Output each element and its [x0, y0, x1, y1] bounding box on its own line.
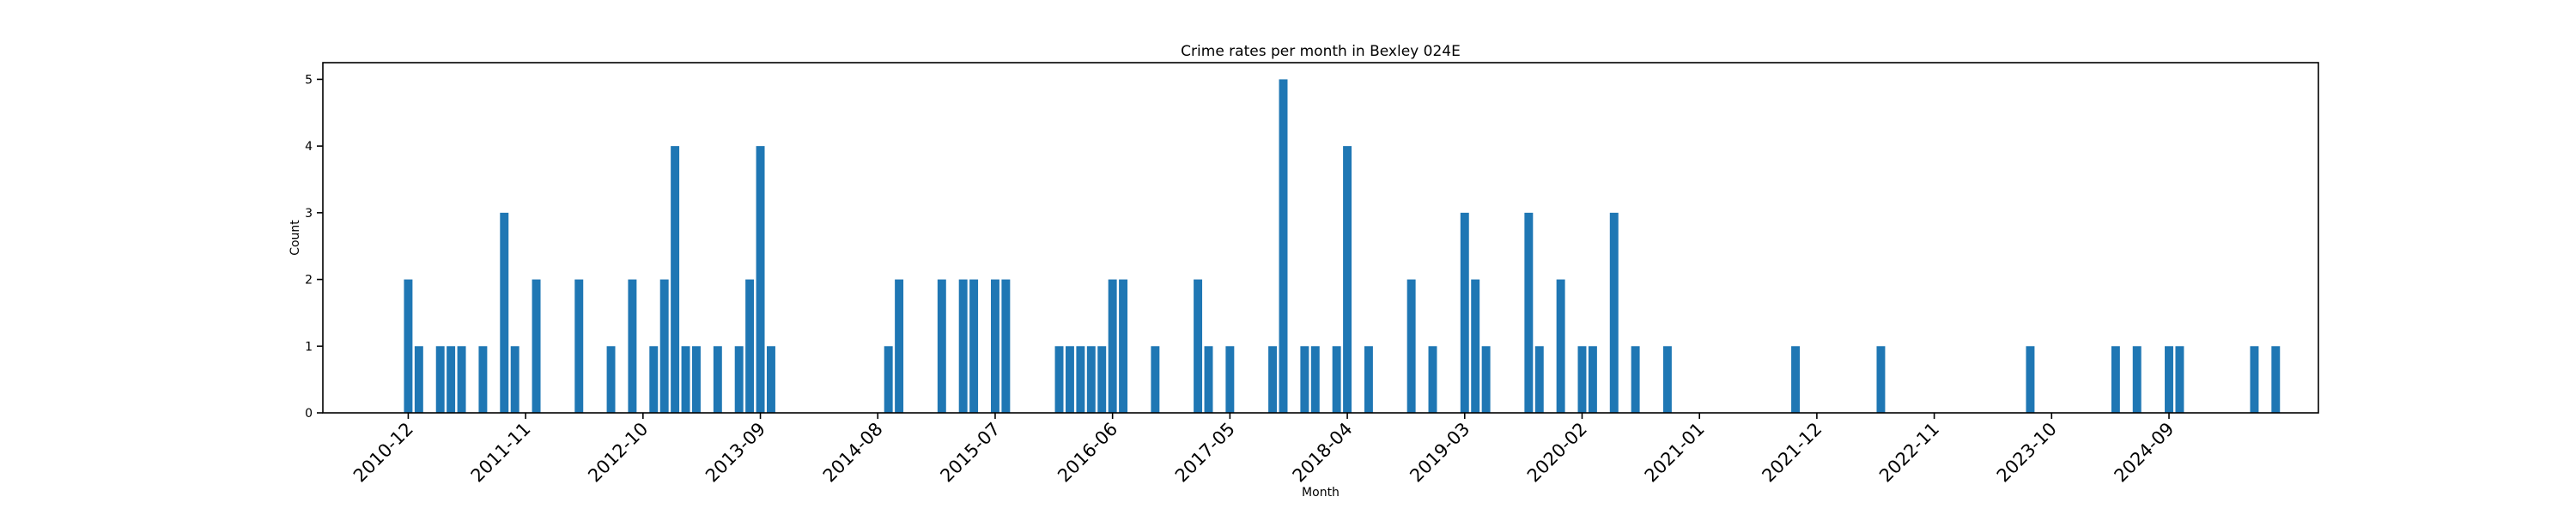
- bar-2022-06: [1876, 346, 1886, 413]
- x-axis: 2010-12 2011-11 2012-10 2013-09 2014-08 2015-…: [349, 413, 2178, 487]
- bar-2011-04: [447, 346, 456, 413]
- bar-2018-12: [1428, 346, 1437, 413]
- x-tick-label-2014-08: 2014-08: [819, 419, 887, 487]
- x-tick-label-2021-12: 2021-12: [1758, 419, 1826, 487]
- plot-frame: [322, 62, 2319, 414]
- x-tick-label-2013-09: 2013-09: [702, 419, 769, 487]
- bar-2017-02: [1194, 279, 1203, 413]
- bar-2016-02: [1065, 346, 1074, 413]
- x-tick-label-2018-04: 2018-04: [1289, 419, 1357, 487]
- y-tick-label-3: 3: [305, 207, 313, 221]
- bar-2013-10: [766, 346, 775, 413]
- x-tick-label-2023-10: 2023-10: [1993, 419, 2061, 487]
- bar-2014-09: [884, 346, 893, 413]
- bar-2013-01: [671, 146, 680, 413]
- bar-2017-12: [1300, 346, 1309, 413]
- bar-2018-10: [1406, 279, 1416, 413]
- x-tick-label-2024-09: 2024-09: [2111, 419, 2178, 487]
- bar-2017-09: [1268, 346, 1278, 413]
- bar-2021-10: [1791, 346, 1801, 413]
- bar-2020-02: [1577, 346, 1587, 413]
- x-tick-label-2016-06: 2016-06: [1054, 419, 1121, 487]
- bar-2011-03: [435, 346, 445, 413]
- bar-2011-07: [478, 346, 488, 413]
- bar-2011-09: [500, 212, 509, 413]
- bar-2024-06: [2132, 346, 2142, 413]
- bar-2012-07: [606, 346, 616, 413]
- bar-2017-10: [1279, 79, 1288, 413]
- x-tick-label-2020-02: 2020-02: [1523, 419, 1591, 487]
- bar-2013-09: [756, 146, 765, 413]
- y-tick-label-1: 1: [305, 340, 313, 354]
- bar-2016-06: [1108, 279, 1117, 413]
- bar-2023-08: [2026, 346, 2035, 413]
- bar-2024-10: [2175, 346, 2184, 413]
- x-tick-label-2010-12: 2010-12: [349, 419, 417, 487]
- bar-2016-07: [1119, 279, 1128, 413]
- bar-2015-07: [990, 279, 999, 413]
- bar-2016-04: [1086, 346, 1096, 413]
- x-tick-label-2015-07: 2015-07: [936, 419, 1004, 487]
- bar-2012-12: [659, 279, 669, 413]
- bar-2012-11: [649, 346, 659, 413]
- bar-2016-01: [1054, 346, 1064, 413]
- x-tick-label-2021-01: 2021-01: [1641, 419, 1709, 487]
- bar-2010-12: [404, 279, 413, 413]
- bar-2014-10: [895, 279, 904, 413]
- bar-2018-06: [1364, 346, 1373, 413]
- y-tick-label-2: 2: [305, 274, 313, 288]
- x-tick-label-2011-11: 2011-11: [467, 419, 535, 487]
- bar-2019-03: [1460, 212, 1469, 413]
- bar-2020-05: [1609, 212, 1619, 413]
- y-axis-label: Count: [289, 220, 302, 256]
- x-tick-label-2022-11: 2022-11: [1875, 419, 1943, 487]
- bar-2012-09: [628, 279, 637, 413]
- bar-2013-05: [713, 346, 722, 413]
- bar-2013-07: [734, 346, 744, 413]
- bar-2011-05: [457, 346, 466, 413]
- bar-2018-01: [1310, 346, 1320, 413]
- bar-2018-04: [1343, 146, 1352, 413]
- bar-2025-05: [2250, 346, 2259, 413]
- bar-2012-04: [574, 279, 584, 413]
- bar-2018-03: [1332, 346, 1341, 413]
- y-tick-label-0: 0: [305, 407, 313, 421]
- bar-2020-10: [1662, 346, 1672, 413]
- chart-title: Crime rates per month in Bexley 024E: [1181, 43, 1461, 60]
- x-axis-label: Month: [1302, 486, 1340, 500]
- bar-2013-02: [681, 346, 690, 413]
- bar-2024-04: [2111, 346, 2120, 413]
- bar-2019-09: [1524, 212, 1534, 413]
- y-tick-label-4: 4: [305, 140, 313, 154]
- bar-2019-05: [1481, 346, 1491, 413]
- bar-2020-07: [1631, 346, 1640, 413]
- x-tick-label-2012-10: 2012-10: [584, 419, 652, 487]
- bar-2015-02: [937, 279, 946, 413]
- bar-2019-10: [1534, 346, 1544, 413]
- bar-2020-03: [1588, 346, 1597, 413]
- bar-2019-04: [1471, 279, 1480, 413]
- bar-2011-10: [510, 346, 519, 413]
- bar-2024-09: [2165, 346, 2173, 413]
- bar-2025-07: [2271, 346, 2281, 413]
- bars-group: [404, 79, 2281, 413]
- bar-2011-01: [414, 346, 423, 413]
- x-tick-label-2019-03: 2019-03: [1406, 419, 1473, 487]
- bar-2015-08: [1001, 279, 1011, 413]
- bar-2015-04: [958, 279, 968, 413]
- bar-2013-08: [745, 279, 755, 413]
- bar-2016-10: [1151, 346, 1160, 413]
- bar-2016-03: [1076, 346, 1085, 413]
- bar-2017-05: [1225, 346, 1235, 413]
- bar-2017-03: [1204, 346, 1213, 413]
- bar-2019-12: [1556, 279, 1565, 413]
- y-axis: 0 1 2 3 4 5: [305, 73, 323, 421]
- bar-2016-05: [1097, 346, 1107, 413]
- bar-2013-03: [692, 346, 701, 413]
- bar-2011-12: [532, 279, 541, 413]
- y-tick-label-5: 5: [305, 73, 313, 87]
- x-tick-label-2017-05: 2017-05: [1171, 419, 1239, 487]
- bar-2015-05: [969, 279, 979, 413]
